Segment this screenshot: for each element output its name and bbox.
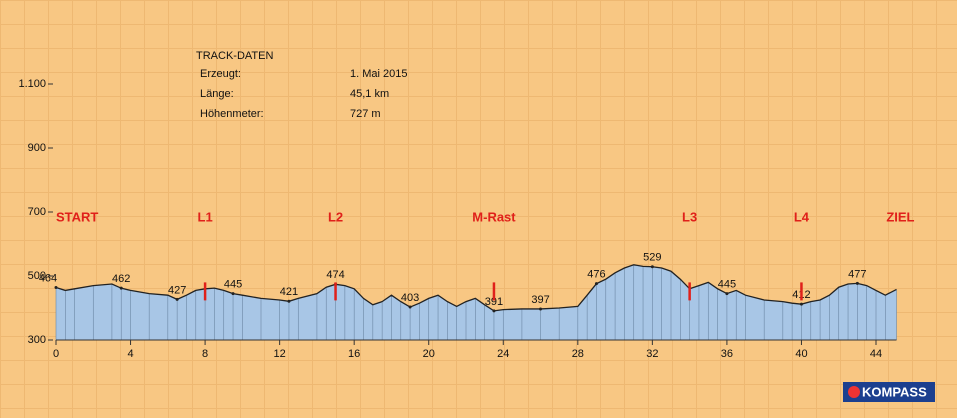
logo-text: KOMPASS — [862, 384, 927, 399]
x-tick-label: 32 — [646, 348, 658, 360]
point — [492, 309, 496, 313]
point-label: 445 — [718, 279, 736, 291]
marker-label: L3 — [682, 209, 697, 224]
y-tick-label: 1.100 — [18, 78, 46, 90]
y-tick-label: 300 — [28, 334, 46, 346]
logo: KOMPASS — [843, 382, 935, 402]
point — [54, 286, 58, 290]
info-key: Erzeugt: — [200, 68, 241, 80]
point-label: 529 — [643, 252, 661, 264]
x-tick-label: 12 — [274, 348, 286, 360]
point — [287, 299, 291, 303]
marker-label: START — [56, 209, 98, 224]
point-label: 397 — [531, 294, 549, 306]
point — [799, 302, 803, 306]
x-tick-label: 0 — [53, 348, 59, 360]
x-tick-label: 8 — [202, 348, 208, 360]
x-tick-label: 4 — [127, 348, 133, 360]
marker-label: L1 — [198, 209, 213, 224]
marker-label: M-Rast — [472, 209, 516, 224]
point — [594, 282, 598, 286]
point — [231, 292, 235, 296]
point-label: 403 — [401, 292, 419, 304]
point — [539, 307, 543, 311]
y-tick-label: 900 — [28, 142, 46, 154]
y-tick-label: 700 — [28, 206, 46, 218]
point — [725, 292, 729, 296]
profile-line — [55, 264, 897, 312]
point — [855, 281, 859, 285]
marker-label: L4 — [794, 209, 810, 224]
marker-label: L2 — [328, 209, 343, 224]
x-tick-label: 40 — [795, 348, 807, 360]
point-label: 427 — [168, 284, 186, 296]
x-tick-label: 20 — [423, 348, 435, 360]
area — [56, 264, 897, 340]
info-key: Länge: — [200, 88, 234, 100]
point — [650, 265, 654, 269]
point-label: 445 — [224, 279, 242, 291]
info-title: TRACK-DATEN — [196, 50, 273, 62]
point-label: 464 — [39, 272, 57, 284]
point — [175, 297, 179, 301]
x-tick-label: 16 — [348, 348, 360, 360]
point-label: 474 — [326, 269, 344, 281]
info-value: 727 m — [350, 108, 381, 120]
y-tick-label: 500 — [28, 270, 46, 282]
logo-box — [843, 382, 935, 402]
info-key: Höhenmeter: — [200, 108, 264, 120]
x-tick-label: 28 — [572, 348, 584, 360]
logo-icon — [848, 386, 860, 398]
point-label: 477 — [848, 268, 866, 280]
point-label: 421 — [280, 286, 298, 298]
marker-label: ZIEL — [886, 209, 914, 224]
x-tick-label: 44 — [870, 348, 882, 360]
info-value: 1. Mai 2015 — [350, 68, 407, 80]
x-tick-label: 36 — [721, 348, 733, 360]
info-value: 45,1 km — [350, 88, 389, 100]
point-label: 391 — [485, 296, 503, 308]
x-tick-label: 24 — [497, 348, 509, 360]
point-label: 462 — [112, 273, 130, 285]
point-label: 476 — [587, 269, 605, 281]
point — [408, 305, 412, 309]
point — [119, 286, 123, 290]
